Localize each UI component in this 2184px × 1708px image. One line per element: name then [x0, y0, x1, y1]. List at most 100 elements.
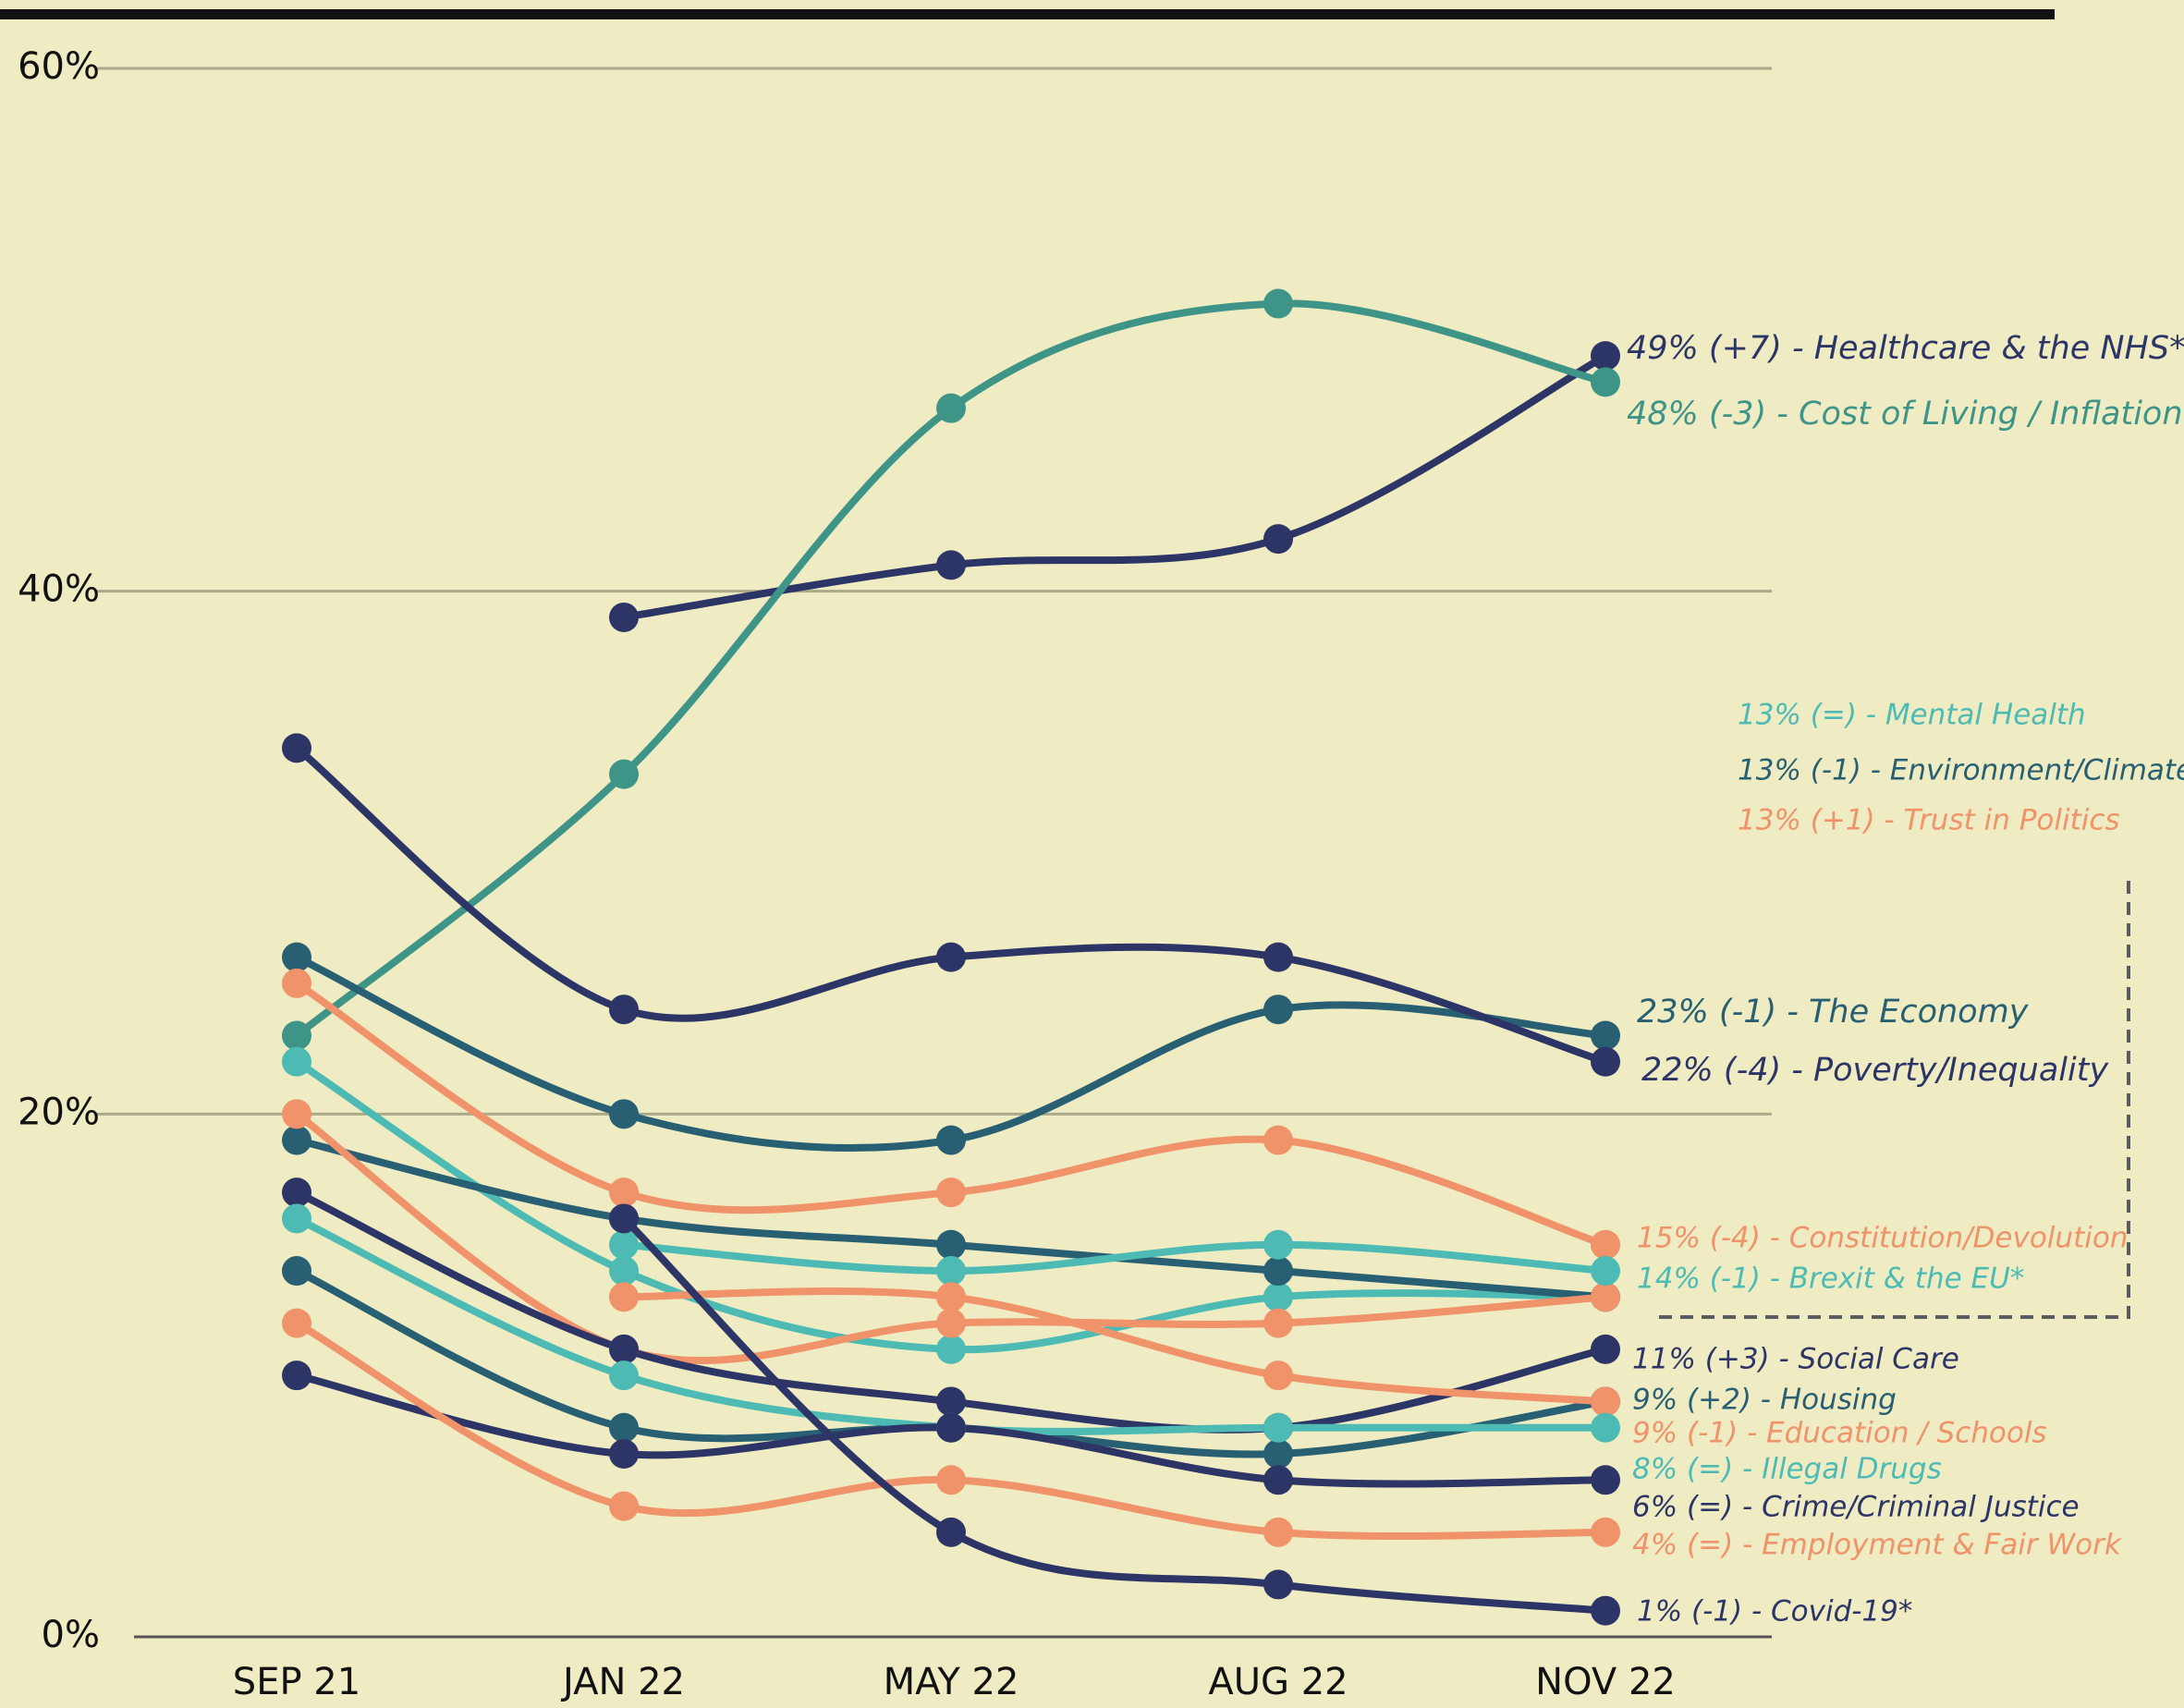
data-point — [1263, 1465, 1293, 1495]
series-label: 49% (+7) - Healthcare & the NHS* — [1627, 330, 2184, 367]
data-point — [936, 1308, 966, 1338]
data-point — [936, 1517, 966, 1547]
data-point — [282, 1099, 311, 1129]
series-label: 13% (-1) - Environment/Climate — [1738, 754, 2184, 787]
data-point — [282, 1256, 311, 1287]
data-point — [1591, 1020, 1620, 1051]
data-point — [282, 1360, 311, 1391]
data-point — [936, 1282, 966, 1312]
data-point — [609, 759, 639, 789]
data-point — [1591, 367, 1620, 397]
data-point — [1263, 1229, 1293, 1260]
x-tick-label: JAN 22 — [560, 1661, 685, 1703]
x-tick-label: SEP 21 — [233, 1661, 360, 1703]
series-label: 13% (+1) - Trust in Politics — [1738, 804, 2120, 837]
data-point — [1591, 1282, 1620, 1312]
data-point — [1591, 1595, 1620, 1626]
data-point — [1263, 1308, 1293, 1338]
x-tick-label: NOV 22 — [1535, 1661, 1676, 1703]
data-point — [609, 1203, 639, 1234]
data-point — [282, 1046, 311, 1077]
y-tick-label: 20% — [18, 1091, 100, 1133]
data-point — [1263, 942, 1293, 972]
series-label: 13% (=) - Mental Health — [1738, 699, 2086, 732]
data-point — [1591, 1412, 1620, 1443]
series-label: 48% (-3) - Cost of Living / Inflation — [1627, 396, 2183, 433]
data-point — [609, 994, 639, 1025]
data-point — [1263, 1517, 1293, 1547]
data-point — [936, 550, 966, 580]
data-point — [1591, 1465, 1620, 1495]
data-point — [282, 733, 311, 763]
data-point — [609, 1412, 639, 1443]
data-point — [936, 942, 966, 972]
data-point — [282, 1177, 311, 1208]
y-tick-label: 40% — [18, 568, 100, 611]
data-point — [1591, 1229, 1620, 1260]
data-point — [609, 1491, 639, 1521]
series-label: 23% (-1) - The Economy — [1637, 994, 2030, 1031]
x-tick-label: AUG 22 — [1208, 1661, 1348, 1703]
data-point — [1263, 1412, 1293, 1443]
bracket — [1651, 881, 2130, 1319]
data-point — [936, 1229, 966, 1260]
top-bar — [0, 9, 2055, 19]
series-label: 8% (=) - Illegal Drugs — [1632, 1453, 1942, 1486]
data-point — [1263, 1256, 1293, 1287]
data-point — [609, 1334, 639, 1364]
data-point — [936, 1125, 966, 1155]
data-point — [609, 1256, 639, 1287]
x-tick-label: MAY 22 — [884, 1661, 1019, 1703]
series-line — [620, 1240, 1609, 1275]
data-point — [282, 1308, 311, 1338]
data-point — [282, 1125, 311, 1155]
data-point — [1263, 1125, 1293, 1155]
data-point — [282, 968, 311, 998]
data-point — [609, 1360, 639, 1391]
data-point — [936, 393, 966, 423]
data-point — [1591, 1386, 1620, 1417]
data-point — [282, 942, 311, 972]
series-label: 15% (-4) - Constitution/Devolution — [1637, 1222, 2128, 1255]
data-point — [1263, 1360, 1293, 1391]
y-tick-label: 60% — [18, 45, 100, 88]
data-point — [609, 602, 639, 632]
y-tick-label: 0% — [42, 1614, 100, 1656]
data-point — [936, 1465, 966, 1495]
series-line — [293, 1110, 1609, 1365]
data-point — [1263, 994, 1293, 1025]
data-point — [936, 1412, 966, 1443]
data-point — [1591, 1334, 1620, 1364]
series-line — [620, 1214, 1609, 1615]
data-point — [609, 1099, 639, 1129]
series-line — [620, 1287, 1609, 1406]
series-label: 9% (+2) - Housing — [1632, 1384, 1897, 1417]
data-point — [1591, 1517, 1620, 1547]
data-point — [936, 1256, 966, 1287]
data-point — [1591, 1256, 1620, 1287]
data-point — [1263, 1282, 1293, 1312]
series-line — [293, 299, 1609, 1040]
data-point — [936, 1177, 966, 1208]
series-label: 11% (+3) - Social Care — [1632, 1343, 1959, 1376]
data-point — [609, 1439, 639, 1470]
data-point — [1263, 1569, 1293, 1600]
series-label: 22% (-4) - Poverty/Inequality — [1641, 1052, 2109, 1089]
data-point — [282, 1020, 311, 1051]
data-point — [936, 1386, 966, 1417]
data-point — [282, 1203, 311, 1234]
data-point — [1263, 288, 1293, 319]
series-label: 9% (-1) - Education / Schools — [1632, 1417, 2047, 1450]
data-point — [1591, 1046, 1620, 1077]
data-point — [1263, 524, 1293, 555]
series-label: 4% (=) - Employment & Fair Work — [1632, 1529, 2122, 1562]
data-point — [609, 1229, 639, 1260]
data-point — [1263, 1439, 1293, 1470]
data-point — [936, 1334, 966, 1364]
data-point — [609, 1177, 639, 1208]
data-point — [609, 1282, 639, 1312]
series-label: 1% (-1) - Covid-19* — [1637, 1595, 1912, 1629]
series-label: 14% (-1) - Brexit & the EU* — [1637, 1263, 2024, 1296]
data-point — [1591, 341, 1620, 372]
